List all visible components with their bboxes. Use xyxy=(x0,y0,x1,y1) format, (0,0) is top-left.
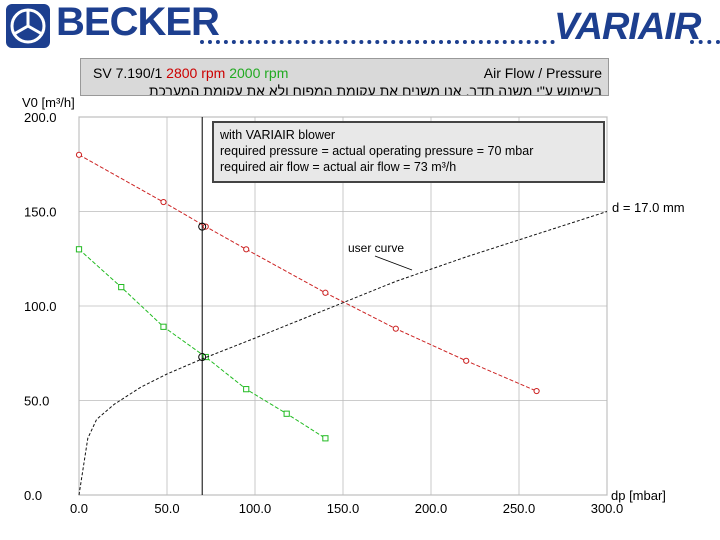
grid xyxy=(78,116,608,496)
ticks-group: 0.0 50.0 100.0 150.0 200.0 250.0 300.0 0.0 50.0 1… xyxy=(24,110,623,516)
operating-info-box: with VARIAIR blower required pressure = … xyxy=(212,121,605,183)
x-tick-label: 300.0 xyxy=(591,501,624,516)
series-point-square xyxy=(75,246,83,253)
series-point-circle xyxy=(75,151,83,158)
series-point-square xyxy=(322,435,329,442)
chart-title-right: Air Flow / Pressure xyxy=(483,65,602,81)
info-line-3: required air flow = actual air flow = 73… xyxy=(220,160,457,174)
model-label: SV 7.190/1 xyxy=(93,65,163,81)
hebrew-note: בשימוש ע"י משנה תדר, אנו משנים את עקומת … xyxy=(148,83,602,96)
header-divider-right xyxy=(690,40,720,44)
x-tick-label: 250.0 xyxy=(503,501,536,516)
x-tick-label: 200.0 xyxy=(415,501,448,516)
series-point-square xyxy=(118,284,125,291)
y-tick-label: 200.0 xyxy=(24,110,57,125)
series-line-0 xyxy=(78,154,537,392)
series-point-circle xyxy=(160,198,167,206)
series-point-circle xyxy=(533,387,540,395)
x-tick-label: 0.0 xyxy=(70,501,88,516)
user-curve-pointer xyxy=(374,255,413,271)
y-tick-label: 0.0 xyxy=(24,488,42,503)
series-point-circle xyxy=(322,289,329,296)
series-point-square xyxy=(160,323,167,330)
y-tick-label: 100.0 xyxy=(24,299,57,314)
y-tick-label: 150.0 xyxy=(24,205,57,220)
y-tick-label: 50.0 xyxy=(24,394,49,409)
becker-brand: BECKER xyxy=(56,0,220,44)
diameter-annotation: d = 17.0 mm xyxy=(612,200,685,215)
variair-brand: VARIAIR xyxy=(554,6,701,48)
user-curve-annotation: user curve xyxy=(348,241,404,255)
header-divider-left xyxy=(200,40,555,44)
info-line-1: with VARIAIR blower xyxy=(220,128,336,142)
becker-logo-icon xyxy=(6,4,50,48)
series-line-2 xyxy=(78,211,608,496)
speed-2000-label: 2000 rpm xyxy=(229,65,289,81)
speed-2800-label: 2800 rpm xyxy=(166,65,226,81)
series-point-square xyxy=(243,386,250,393)
series-point-square xyxy=(283,410,290,417)
x-axis-label: dp [mbar] xyxy=(611,488,666,503)
operating-point xyxy=(198,353,207,362)
chart-title-panel: SV 7.190/1 2800 rpm 2000 rpm Air Flow / … xyxy=(80,58,609,96)
info-line-2: required pressure = actual operating pre… xyxy=(220,144,534,158)
series-group xyxy=(75,117,608,496)
y-axis-label: V0 [m³/h] xyxy=(22,95,75,110)
header: BECKER VARIAIR xyxy=(0,0,720,60)
series-point-circle xyxy=(463,357,470,364)
series-point-circle xyxy=(392,325,399,332)
series-point-circle xyxy=(243,246,250,253)
x-tick-label: 50.0 xyxy=(154,501,179,516)
max-speed-point xyxy=(198,222,207,231)
x-tick-label: 150.0 xyxy=(327,501,360,516)
x-tick-label: 100.0 xyxy=(239,501,272,516)
chart-title-model: SV 7.190/1 2800 rpm 2000 rpm xyxy=(93,65,288,81)
